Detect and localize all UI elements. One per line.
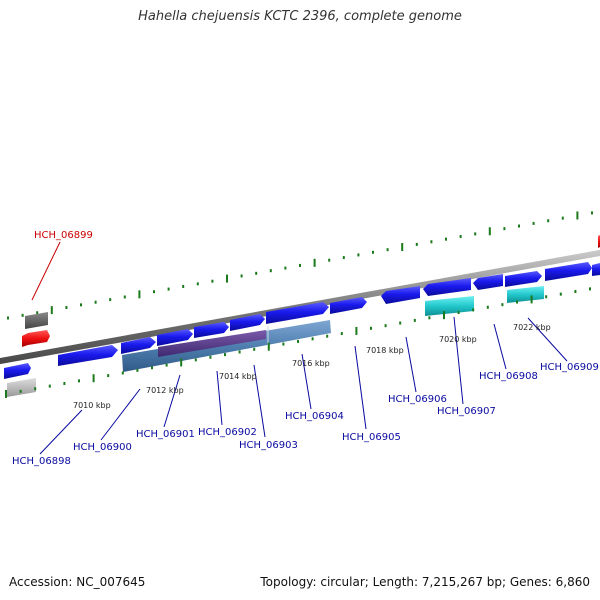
gene-arrow-HCH_06909[interactable]: [545, 262, 592, 281]
gene-arrow-HCH_06908[interactable]: [473, 274, 503, 290]
gene-arrow-HCH_06899[interactable]: [22, 330, 50, 347]
tick-label: 7014 kbp: [219, 372, 257, 381]
gene-label[interactable]: HCH_06901: [136, 429, 195, 440]
label-leader-line: [100, 388, 141, 441]
gene-label[interactable]: HCH_06908: [479, 371, 538, 382]
gene-arrow-HCH_06905[interactable]: [266, 302, 329, 324]
label-leader-line: [216, 370, 223, 426]
tick-label: 7012 kbp: [146, 386, 184, 395]
gene-arrow-HCH_06903[interactable]: [194, 322, 229, 338]
gene-label[interactable]: HCH_06902: [198, 427, 257, 438]
label-leaders: [31, 241, 568, 455]
accession-text: Accession: NC_007645: [9, 575, 146, 589]
tick-label: 7016 kbp: [292, 359, 330, 368]
label-leader-line: [527, 317, 568, 362]
gene-arrow-HCH_06905b[interactable]: [330, 297, 367, 314]
genome-summary-text: Topology: circular; Length: 7,215,267 bp…: [260, 575, 590, 589]
gene-label[interactable]: HCH_06907: [437, 406, 496, 417]
label-leader-line: [163, 374, 181, 428]
gene-arrow-HCH_06901[interactable]: [121, 337, 156, 354]
outer-tick-track: [7, 211, 593, 320]
feature-gray-box: [25, 312, 48, 329]
gene-label[interactable]: HCH_06900: [73, 442, 132, 453]
feature-band-steel: [122, 320, 331, 372]
label-leader-line: [39, 409, 83, 455]
gene-label[interactable]: HCH_06909: [540, 362, 599, 373]
tick-label: 7022 kbp: [513, 323, 551, 332]
gene-label[interactable]: HCH_06899: [34, 230, 93, 241]
label-leader-line: [493, 323, 507, 370]
gene-arrow-HCH_06900[interactable]: [58, 345, 118, 366]
feature-cyan-2: [507, 286, 544, 303]
gene-arrow-HCH_06904[interactable]: [230, 314, 265, 331]
tick-label: 7020 kbp: [439, 335, 477, 344]
label-leader-line: [253, 364, 266, 438]
feature-lightgray-box: [7, 378, 36, 397]
gene-label[interactable]: HCH_06906: [388, 394, 447, 405]
gene-label[interactable]: HCH_06898: [12, 456, 71, 467]
tick-label: 7018 kbp: [366, 346, 404, 355]
gene-arrow-HCH_06908b[interactable]: [505, 271, 542, 287]
label-leader-line: [301, 353, 312, 410]
label-leader-line: [31, 241, 61, 301]
gene-label[interactable]: HCH_06905: [342, 432, 401, 443]
gene-arrow-HCH_06907[interactable]: [423, 278, 471, 296]
label-leader-line: [453, 316, 464, 405]
tick-label: 7010 kbp: [73, 401, 111, 410]
gene-arrow-HCH_06898[interactable]: [4, 363, 31, 379]
tick-labels: 7010 kbp 7012 kbp 7014 kbp 7016 kbp 7018 kbp…: [73, 323, 551, 410]
feature-cyan-1: [425, 296, 474, 316]
feature-band-purple: [158, 330, 266, 357]
inner-tick-track: [5, 287, 591, 398]
map-title: Hahella chejuensis KCTC 2396, complete g…: [138, 9, 462, 24]
gene-arrow-HCH_06906[interactable]: [381, 286, 420, 304]
gene-label[interactable]: HCH_06904: [285, 411, 344, 422]
label-leader-line: [405, 336, 417, 393]
gene-label[interactable]: HCH_06903: [239, 440, 298, 451]
label-leader-line: [354, 345, 367, 430]
gene-arrow-edge-blue: [592, 263, 600, 276]
gene-arrow-HCH_06902[interactable]: [157, 329, 193, 346]
